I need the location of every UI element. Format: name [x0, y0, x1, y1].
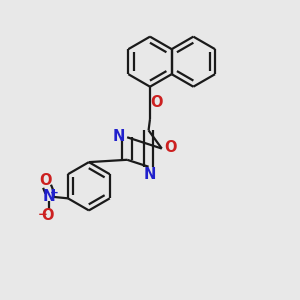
Text: O: O — [39, 173, 51, 188]
Text: O: O — [150, 95, 163, 110]
Text: N: N — [43, 189, 56, 204]
Text: N: N — [113, 129, 125, 144]
Text: O: O — [42, 208, 54, 223]
Text: N: N — [144, 167, 156, 182]
Text: O: O — [164, 140, 176, 155]
Text: −: − — [38, 208, 48, 221]
Text: +: + — [50, 188, 58, 198]
